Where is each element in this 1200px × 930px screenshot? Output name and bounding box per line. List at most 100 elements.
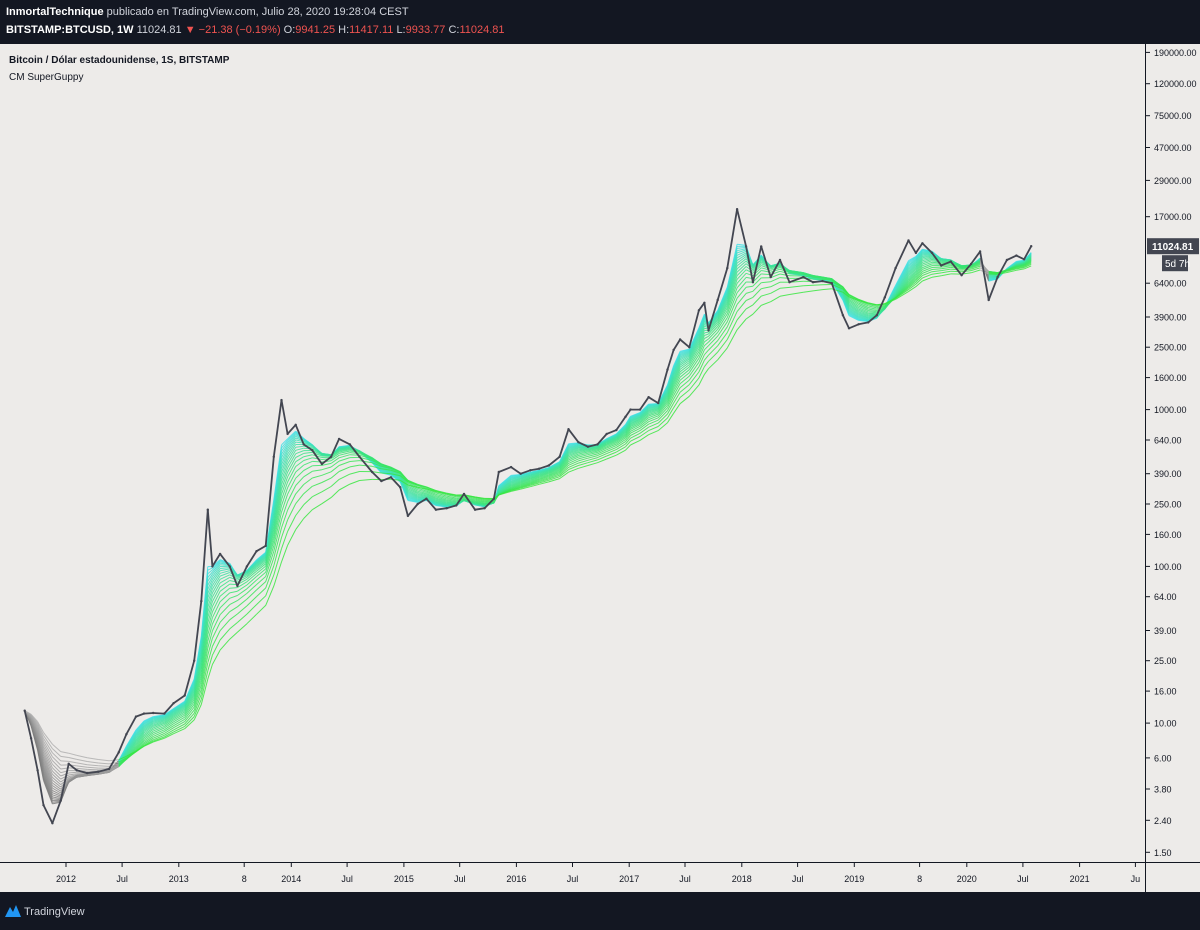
guppy-ribbon-segment	[698, 374, 705, 386]
guppy-ribbon-segment	[812, 275, 823, 278]
price-point	[1015, 254, 1018, 257]
guppy-ribbon-segment	[630, 432, 641, 439]
guppy-ribbon-segment	[229, 613, 238, 621]
price-point	[329, 455, 333, 458]
guppy-ribbon-segment	[630, 416, 641, 422]
time-tick-label: 2012	[56, 874, 76, 884]
price-line-segment	[657, 368, 669, 405]
price-line-segment	[264, 455, 275, 547]
price-axis[interactable]: 190000.00 120000.00 75000.00 47000.00 29000.…	[1145, 44, 1200, 862]
guppy-ribbon-segment	[868, 304, 877, 307]
guppy-ribbon-segment	[597, 455, 607, 461]
footer-brand[interactable]: TradingView	[24, 906, 85, 918]
price-point	[726, 266, 729, 270]
guppy-ribbon-segment	[211, 570, 221, 583]
guppy-ribbon-segment	[970, 267, 981, 272]
guppy-ribbon-segment	[229, 600, 238, 606]
guppy-ribbon-segment	[200, 678, 209, 705]
price-point	[914, 251, 918, 255]
time-tick-label: 2014	[281, 874, 301, 884]
chart-pane[interactable]: Bitcoin / Dólar estadounidense, 1S, BITS…	[0, 44, 1145, 862]
guppy-ribbon-segment	[211, 595, 221, 613]
guppy-ribbon-segment	[736, 300, 747, 312]
time-tick-label: 2017	[619, 874, 639, 884]
price-point	[142, 712, 146, 715]
guppy-ribbon-segment	[789, 271, 804, 275]
guppy-ribbon-segment	[435, 501, 447, 506]
time-axis[interactable]: 2012 Jul 2013 8 2014 Jul 2015 Jul 2016 Jul 2017 Jul…	[0, 862, 1145, 892]
guppy-ribbon-segment	[237, 598, 248, 608]
guppy-ribbon-segment	[60, 760, 69, 762]
price-point	[172, 702, 175, 705]
guppy-ribbon-segment	[908, 260, 917, 269]
guppy-ribbon-segment	[657, 400, 668, 413]
price-point	[509, 465, 513, 469]
indicator-name[interactable]: CM SuperGuppy	[9, 72, 84, 83]
guppy-ribbon-segment	[153, 729, 165, 736]
guppy-ribbon-segment	[568, 452, 579, 458]
guppy-ribbon-segment	[895, 273, 909, 295]
guppy-ribbon-segment	[657, 402, 668, 415]
author-name[interactable]: InmortalTechnique	[6, 6, 104, 18]
price-line-segment	[752, 245, 763, 284]
guppy-ribbon-segment	[37, 721, 44, 733]
guppy-ribbon-segment	[915, 252, 923, 262]
guppy-ribbon-segment	[435, 491, 447, 495]
guppy-ribbon-segment	[135, 726, 145, 737]
price-tick-label: 17000.00	[1154, 212, 1192, 222]
guppy-ribbon-segment	[950, 265, 962, 269]
guppy-ribbon-segment	[381, 465, 392, 469]
guppy-ribbon-segment	[43, 749, 53, 769]
guppy-ribbon-segment	[510, 484, 521, 489]
guppy-ribbon-segment	[135, 732, 145, 743]
guppy-ribbon-segment	[381, 472, 391, 475]
guppy-ribbon-segment	[708, 345, 719, 356]
open-label: O:	[283, 24, 296, 36]
guppy-ribbon-segment	[961, 270, 972, 273]
guppy-ribbon-segment	[237, 605, 248, 615]
guppy-ribbon-segment	[303, 454, 313, 458]
price-line-segment	[286, 423, 297, 435]
guppy-ribbon-segment	[539, 477, 549, 482]
guppy-ribbon-segment	[390, 467, 401, 473]
guppy-ribbon-segment	[625, 425, 631, 433]
guppy-ribbon-segment	[295, 470, 305, 479]
guppy-ribbon-segment	[915, 254, 923, 264]
guppy-ribbon-segment	[803, 274, 814, 277]
guppy-ribbon-segment	[87, 768, 99, 771]
guppy-ribbon-segment	[173, 721, 185, 729]
guppy-ribbon-segment	[908, 256, 917, 263]
symbol-label[interactable]: BITSTAMP:BTCUSD, 1W	[6, 24, 134, 36]
guppy-ribbon-segment	[321, 453, 332, 456]
guppy-ribbon-segment	[143, 728, 154, 737]
guppy-ribbon-segment	[848, 309, 859, 317]
guppy-ribbon-segment	[667, 402, 675, 415]
guppy-ribbon-segment	[761, 265, 771, 270]
guppy-ribbon-segment	[211, 591, 221, 607]
guppy-ribbon-segment	[679, 379, 690, 389]
guppy-ribbon-segment	[868, 308, 877, 312]
price-plot[interactable]	[0, 44, 1145, 862]
guppy-ribbon-segment	[219, 638, 231, 651]
guppy-ribbon-segment	[606, 454, 617, 460]
guppy-ribbon-segment	[237, 613, 248, 623]
guppy-ribbon-segment	[164, 713, 174, 721]
guppy-ribbon-segment	[173, 708, 185, 717]
time-tick-label: 2019	[844, 874, 864, 884]
price-line-segment	[219, 552, 231, 568]
time-tick-label: Jul	[1017, 874, 1029, 884]
guppy-ribbon-segment	[426, 490, 437, 497]
guppy-ribbon-segment	[153, 733, 165, 739]
guppy-ribbon-segment	[435, 500, 447, 504]
guppy-ribbon-segment	[915, 256, 923, 266]
guppy-ribbon-segment	[673, 366, 681, 382]
guppy-ribbon-segment	[164, 729, 174, 736]
time-tick-label: Jul	[679, 874, 691, 884]
guppy-ribbon-segment	[858, 305, 869, 311]
guppy-ribbon-segment	[143, 719, 154, 726]
price-point	[462, 492, 466, 496]
guppy-ribbon-segment	[446, 498, 457, 501]
guppy-ribbon-segment	[597, 443, 607, 449]
guppy-ribbon-segment	[229, 576, 238, 581]
guppy-ribbon-segment	[717, 317, 728, 333]
